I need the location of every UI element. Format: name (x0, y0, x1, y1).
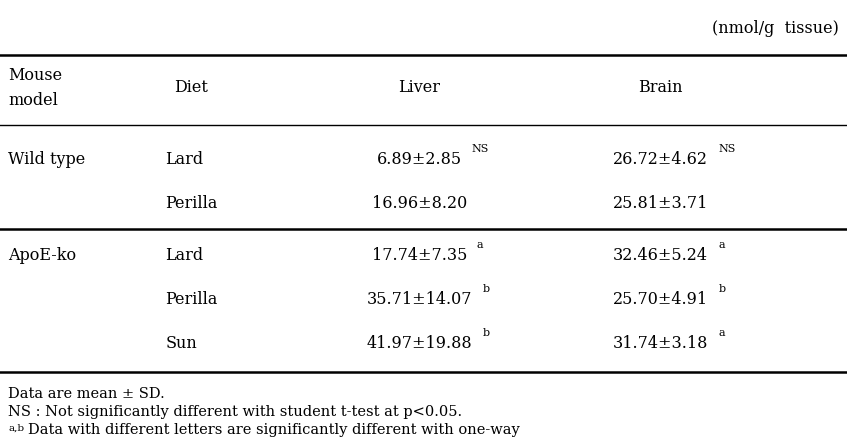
Text: 32.46±5.24: 32.46±5.24 (613, 247, 708, 264)
Text: b: b (483, 328, 490, 337)
Text: 41.97±19.88: 41.97±19.88 (367, 335, 472, 351)
Text: b: b (718, 284, 725, 294)
Text: NS: NS (718, 144, 736, 154)
Text: 26.72±4.62: 26.72±4.62 (613, 151, 708, 168)
Text: a: a (718, 328, 725, 337)
Text: Lard: Lard (165, 151, 203, 168)
Text: 16.96±8.20: 16.96±8.20 (372, 195, 467, 212)
Text: b: b (483, 284, 490, 294)
Text: a: a (718, 240, 725, 250)
Text: model: model (8, 92, 58, 109)
Text: Perilla: Perilla (165, 291, 218, 308)
Text: Brain: Brain (639, 79, 683, 96)
Text: Liver: Liver (398, 79, 440, 96)
Text: Wild type: Wild type (8, 151, 86, 168)
Text: 25.81±3.71: 25.81±3.71 (613, 195, 708, 212)
Text: Mouse: Mouse (8, 67, 63, 83)
Text: Perilla: Perilla (165, 195, 218, 212)
Text: NS : Not significantly different with student t-test at p<0.05.: NS : Not significantly different with st… (8, 405, 462, 419)
Text: 31.74±3.18: 31.74±3.18 (613, 335, 708, 351)
Text: a,b: a,b (8, 423, 25, 433)
Text: (nmol/g  tissue): (nmol/g tissue) (711, 20, 839, 37)
Text: Data are mean ± SD.: Data are mean ± SD. (8, 387, 165, 401)
Text: 25.70±4.91: 25.70±4.91 (613, 291, 708, 308)
Text: ApoE-ko: ApoE-ko (8, 247, 76, 264)
Text: Diet: Diet (174, 79, 208, 96)
Text: NS: NS (471, 144, 489, 154)
Text: Sun: Sun (165, 335, 197, 351)
Text: 17.74±7.35: 17.74±7.35 (372, 247, 467, 264)
Text: Data with different letters are significantly different with one-way: Data with different letters are signific… (28, 423, 520, 437)
Text: 6.89±2.85: 6.89±2.85 (377, 151, 462, 168)
Text: a: a (477, 240, 484, 250)
Text: Lard: Lard (165, 247, 203, 264)
Text: 35.71±14.07: 35.71±14.07 (367, 291, 472, 308)
